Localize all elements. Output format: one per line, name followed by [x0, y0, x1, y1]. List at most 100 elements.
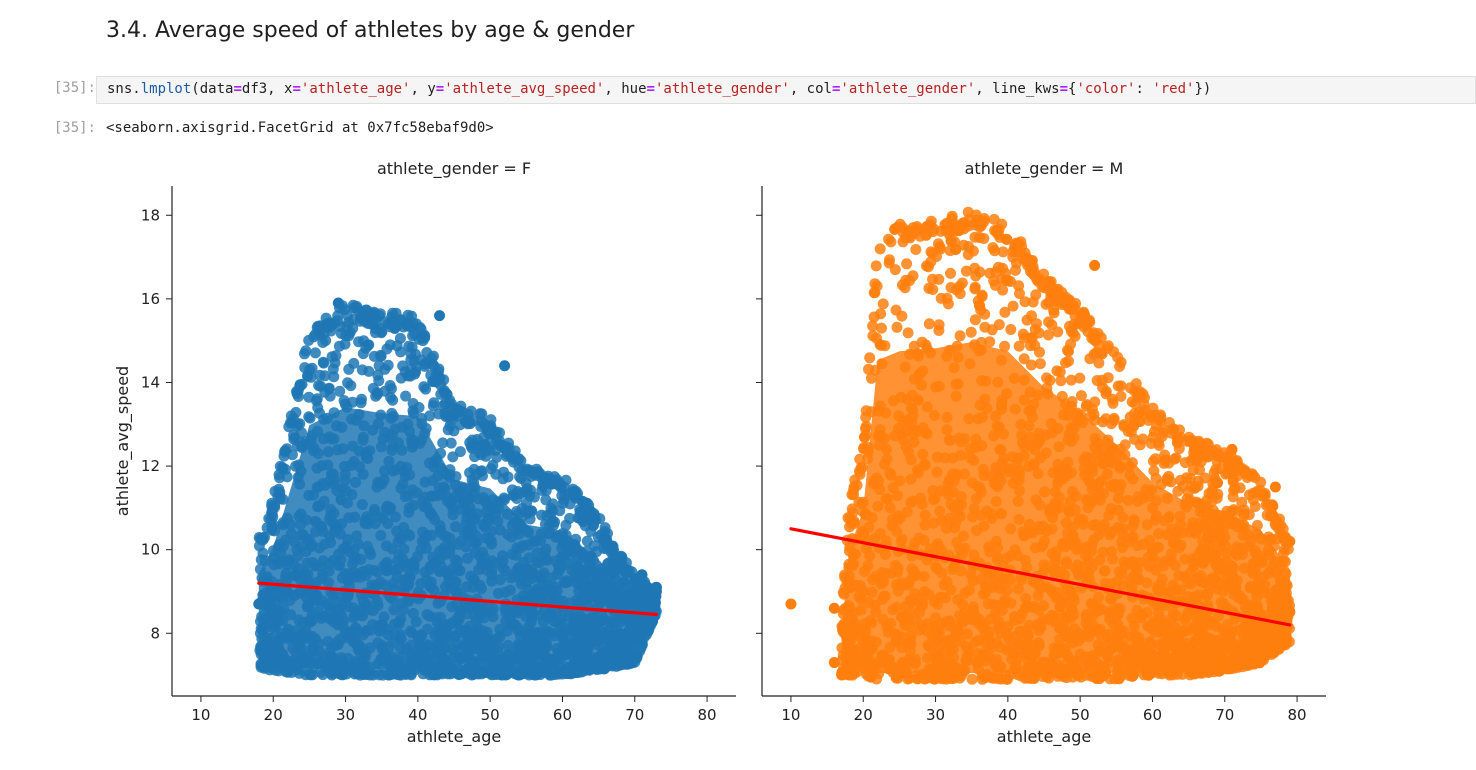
scatter-point	[480, 420, 491, 432]
scatter-point	[1227, 474, 1239, 486]
scatter-point	[1027, 296, 1039, 308]
scatter-point	[559, 489, 571, 501]
code-token: 'color'	[1076, 81, 1136, 97]
x-tick-label: 80	[698, 706, 717, 724]
scatter-point	[527, 669, 539, 681]
scatter-point	[371, 666, 383, 678]
scatter-point	[863, 363, 874, 375]
code-token: (data	[191, 81, 234, 97]
scatter-point	[343, 363, 355, 375]
scatter-point	[290, 406, 302, 418]
scatter-point	[1126, 396, 1138, 408]
chart-panel-2: athlete_gender = M10 20 30 40 50 60 70 80athlet…	[756, 159, 1326, 747]
scatter-point	[1194, 464, 1206, 476]
scatter-point	[279, 446, 291, 458]
scatter-point	[1031, 318, 1042, 330]
scatter-point	[992, 228, 1004, 240]
scatter-point	[1025, 359, 1037, 371]
y-axis-label: athlete_avg_speed	[113, 366, 133, 516]
scatter-point	[259, 531, 270, 543]
scatter-point	[570, 485, 582, 497]
scatter-point	[1236, 496, 1248, 508]
scatter-point	[891, 321, 903, 333]
scatter-point	[1017, 328, 1029, 340]
scatter-point	[329, 357, 341, 369]
scatter-point	[267, 523, 278, 535]
scatter-point	[375, 349, 387, 361]
scatter-point	[369, 327, 381, 339]
scatter-point	[1041, 372, 1053, 384]
scatter-point	[901, 258, 913, 270]
code-cell[interactable]: sns.lmplot(data=df3, x='athlete_age', y=…	[96, 76, 1476, 104]
scatter-point	[1159, 449, 1171, 461]
scatter-point	[420, 383, 432, 395]
scatter-outlier-point	[499, 360, 511, 372]
scatter-point	[277, 493, 289, 505]
scatter-point	[554, 505, 566, 517]
scatter-point	[296, 427, 307, 439]
scatter-point	[589, 510, 601, 522]
code-token: =	[646, 81, 655, 97]
scatter-point	[413, 402, 425, 413]
scatter-point	[491, 451, 503, 463]
scatter-point	[317, 356, 329, 368]
scatter-point	[965, 326, 977, 338]
scatter-point	[477, 470, 488, 482]
scatter-point	[407, 330, 419, 342]
scatter-point	[303, 334, 315, 346]
chart-title: athlete_gender = M	[965, 159, 1124, 179]
scatter-point	[1052, 326, 1064, 338]
scatter-point	[491, 669, 503, 680]
scatter-point	[877, 298, 889, 310]
scatter-point	[1212, 488, 1224, 500]
scatter-point	[524, 490, 536, 502]
scatter-point	[433, 408, 445, 420]
scatter-point	[927, 284, 939, 295]
scatter-point	[531, 466, 543, 478]
scatter-point	[859, 431, 871, 443]
scatter-point	[379, 316, 391, 328]
code-token: , y	[410, 81, 436, 97]
scatter-point	[581, 506, 593, 518]
scatter-point	[338, 395, 350, 407]
x-tick-label: 60	[553, 706, 572, 724]
y-tick-label: 18	[141, 206, 160, 224]
code-line[interactable]: sns.lmplot(data=df3, x='athlete_age', y=…	[107, 81, 1211, 97]
scatter-point	[960, 265, 972, 277]
scatter-point	[1259, 490, 1271, 502]
scatter-point	[1115, 380, 1127, 392]
scatter-point	[317, 337, 329, 348]
scatter-point	[1243, 489, 1255, 501]
scatter-point	[1108, 414, 1120, 426]
scatter-point	[846, 503, 858, 515]
scatter-point	[465, 405, 477, 417]
chart-title: athlete_gender = F	[377, 159, 531, 179]
scatter-point	[599, 526, 611, 538]
code-token: sns.	[107, 81, 141, 97]
scatter-point	[870, 260, 882, 272]
scatter-point	[344, 327, 356, 338]
code-token: , col	[789, 81, 832, 97]
scatter-point	[328, 371, 340, 383]
scatter-point	[402, 309, 414, 321]
code-token: =	[1059, 81, 1069, 97]
scatter-point	[1243, 509, 1255, 521]
scatter-point	[860, 420, 872, 432]
code-token: 'athlete_avg_speed'	[444, 81, 605, 97]
scatter-point	[976, 289, 988, 301]
scatter-point	[354, 669, 366, 681]
scatter-point	[442, 424, 454, 436]
scatter-point	[940, 225, 952, 237]
scatter-point	[1124, 411, 1136, 423]
scatter-point	[433, 366, 444, 378]
scatter-point	[502, 471, 514, 483]
scatter-point	[569, 667, 581, 678]
scatter-point	[1234, 482, 1246, 494]
scatter-point	[255, 554, 267, 566]
scatter-point	[300, 345, 312, 357]
x-tick-label: 10	[191, 706, 210, 724]
scatter-point	[1074, 372, 1086, 384]
scatter-point	[485, 463, 497, 475]
scatter-point	[498, 441, 510, 453]
code-token: 'athlete_gender'	[654, 81, 790, 97]
